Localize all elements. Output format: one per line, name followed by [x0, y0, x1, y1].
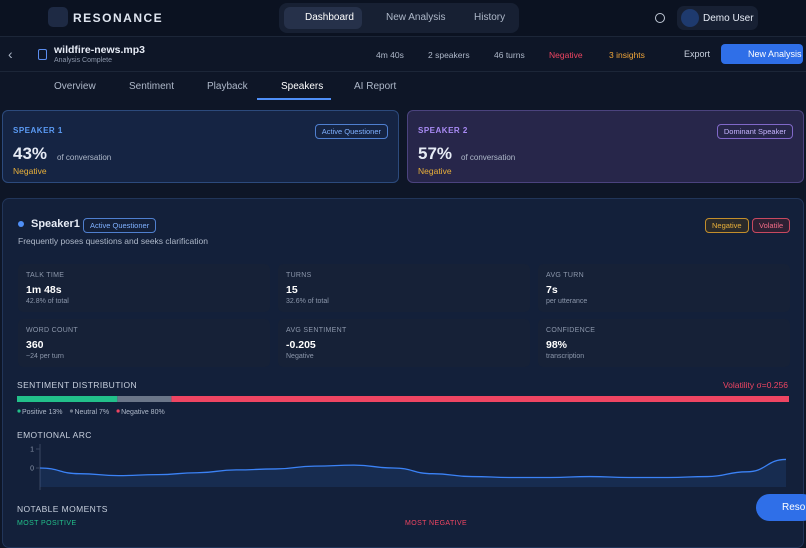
nav-pill: Dashboard New Analysis History: [279, 3, 519, 33]
card-label: SPEAKER 2: [418, 126, 468, 135]
metric-label: CONFIDENCE: [546, 327, 596, 334]
metric-tile: CONFIDENCE 98% transcription: [538, 319, 790, 367]
user-name: Demo User: [703, 13, 754, 24]
brand: RESONANCE: [73, 11, 164, 25]
tab[interactable]: Sentiment: [129, 81, 175, 92]
card-badge: Dominant Speaker: [716, 124, 793, 139]
speaker-name: Speaker1: [31, 218, 80, 230]
metric-sub: 32.6% of total: [286, 298, 329, 305]
tab-underline: [257, 98, 331, 100]
nav-active: [284, 7, 362, 29]
stat: Negative: [549, 50, 583, 60]
theme-toggle[interactable]: [655, 13, 665, 23]
top-bar: RESONANCE Dashboard New Analysis History…: [0, 0, 806, 37]
nav-item[interactable]: New Analysis: [386, 12, 446, 23]
nav-item[interactable]: Dashboard: [305, 12, 354, 23]
tab[interactable]: Speakers: [281, 81, 324, 92]
metric-value: 1m 48s: [26, 284, 62, 296]
metric-label: AVG SENTIMENT: [286, 327, 347, 334]
card-share-text: of conversation: [461, 153, 516, 162]
metric-sub: ~24 per turn: [26, 353, 64, 360]
new-analysis-button[interactable]: New Analysis: [721, 44, 803, 64]
metric-sub: per utterance: [546, 298, 588, 305]
logo: [48, 7, 68, 27]
nav-item[interactable]: History: [474, 12, 506, 23]
section-title: SENTIMENT DISTRIBUTION: [17, 380, 138, 390]
tab[interactable]: Overview: [54, 81, 96, 92]
back-button[interactable]: ‹: [8, 46, 13, 62]
stat: 4m 40s: [376, 50, 404, 60]
tag: Volatile: [752, 218, 791, 233]
tab[interactable]: Playback: [207, 81, 248, 92]
metric-sub: 42.8% of total: [26, 298, 69, 305]
stat: 2 speakers: [428, 50, 470, 60]
volatility: Volatility σ=0.256: [722, 380, 788, 390]
speaker-description: Frequently poses questions and seeks cla…: [18, 236, 208, 246]
file-icon: [38, 49, 47, 60]
tabs: Overview Sentiment Playback Speakers AI …: [0, 73, 806, 101]
button-label: New Analysis: [748, 49, 802, 59]
tab[interactable]: AI Report: [354, 81, 397, 92]
card-sentiment: Negative: [418, 166, 452, 176]
section-title: NOTABLE MOMENTS: [17, 504, 108, 514]
card-label: SPEAKER 1: [13, 126, 63, 135]
metric-value: 7s: [546, 284, 558, 296]
subsection-title: MOST NEGATIVE: [405, 520, 468, 527]
metric-value: 15: [286, 284, 298, 296]
metric-label: TALK TIME: [26, 272, 65, 279]
stat: 46 turns: [494, 50, 525, 60]
card-share-text: of conversation: [57, 153, 112, 162]
assistant-button[interactable]: Reson: [756, 494, 806, 521]
speaker-card[interactable]: SPEAKER 2 Dominant Speaker 57% of conver…: [407, 110, 804, 183]
metric-label: AVG TURN: [546, 272, 584, 279]
speaker-badge: Active Questioner: [83, 218, 157, 233]
detail-panel: Speaker1 Active Questioner Frequently po…: [2, 198, 804, 548]
speaker-card[interactable]: SPEAKER 1 Active Questioner 43% of conve…: [2, 110, 399, 183]
metric-sub: Negative: [286, 353, 314, 360]
file-name: wildfire-news.mp3: [54, 44, 146, 56]
user-pill[interactable]: Demo User: [677, 6, 758, 30]
speaker-dot: [18, 221, 24, 227]
file-status: Analysis Complete: [54, 57, 112, 64]
card-sentiment: Negative: [13, 166, 47, 176]
card-share: 57%: [418, 144, 453, 163]
metric-tile: AVG SENTIMENT -0.205 Negative: [278, 319, 530, 367]
card-share: 43%: [13, 144, 48, 163]
metric-tile: TURNS 15 32.6% of total: [278, 264, 530, 312]
metric-tile: AVG TURN 7s per utterance: [538, 264, 790, 312]
metric-label: WORD COUNT: [26, 327, 78, 334]
export-button[interactable]: Export: [684, 49, 711, 59]
section-title: EMOTIONAL ARC: [17, 430, 92, 440]
sub-header: ‹ wildfire-news.mp3 Analysis Complete 4m…: [0, 38, 806, 72]
stat: 3 insights: [609, 50, 645, 60]
avatar: [681, 9, 699, 27]
metric-sub: transcription: [546, 353, 585, 360]
metric-label: TURNS: [286, 272, 312, 279]
subsection-title: MOST POSITIVE: [17, 520, 77, 527]
metric-value: 98%: [546, 339, 568, 351]
assistant-label: Reson: [782, 502, 806, 513]
metric-tile: TALK TIME 1m 48s 42.8% of total: [18, 264, 270, 312]
metric-tile: WORD COUNT 360 ~24 per turn: [18, 319, 270, 367]
tag: Negative: [705, 218, 749, 233]
card-badge: Active Questioner: [314, 124, 388, 139]
metric-value: 360: [26, 339, 44, 351]
metric-value: -0.205: [286, 339, 316, 351]
